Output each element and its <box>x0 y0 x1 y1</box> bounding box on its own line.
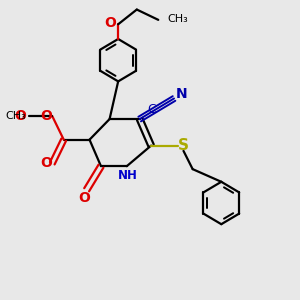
Text: O: O <box>40 156 52 170</box>
Text: O: O <box>104 16 116 30</box>
Text: O: O <box>40 109 52 123</box>
Text: S: S <box>178 138 189 153</box>
Text: N: N <box>176 87 188 101</box>
Text: O: O <box>78 191 90 205</box>
Text: CH₃: CH₃ <box>6 111 26 121</box>
Text: C: C <box>147 103 156 116</box>
Text: CH₃: CH₃ <box>167 14 188 24</box>
Text: O: O <box>14 109 26 123</box>
Text: NH: NH <box>118 169 138 182</box>
